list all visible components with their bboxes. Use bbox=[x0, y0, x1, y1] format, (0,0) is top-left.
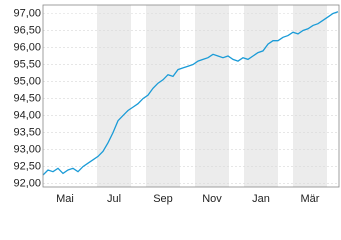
y-tick-label: 94,50 bbox=[13, 92, 41, 104]
x-tick-label: Mai bbox=[56, 193, 74, 205]
y-tick-label: 95,50 bbox=[13, 58, 41, 70]
y-tick-label: 92,00 bbox=[13, 178, 41, 190]
y-tick-label: 97,00 bbox=[13, 7, 41, 19]
x-tick-label: Sep bbox=[153, 193, 173, 205]
y-tick-label: 93,00 bbox=[13, 143, 41, 155]
y-tick-label: 96,50 bbox=[13, 24, 41, 36]
y-tick-label: 95,00 bbox=[13, 75, 41, 87]
band bbox=[293, 5, 327, 187]
y-tick-label: 94,00 bbox=[13, 109, 41, 121]
y-tick-label: 93,50 bbox=[13, 126, 41, 138]
plot-frame bbox=[42, 4, 340, 188]
price-line bbox=[42, 11, 339, 176]
y-tick-label: 96,00 bbox=[13, 41, 41, 53]
x-tick-label: Nov bbox=[202, 193, 222, 205]
band bbox=[97, 5, 131, 187]
y-tick-label: 92,50 bbox=[13, 160, 41, 172]
x-tick-label: Jul bbox=[107, 193, 121, 205]
band bbox=[195, 5, 229, 187]
x-tick-label: Mär bbox=[301, 193, 320, 205]
chart: 92,00 92,50 93,00 93,50 94,00 94,50 95,00 95,50… bbox=[13, 4, 340, 205]
band bbox=[146, 5, 180, 187]
x-tick-label: Jan bbox=[252, 193, 270, 205]
band bbox=[244, 5, 278, 187]
